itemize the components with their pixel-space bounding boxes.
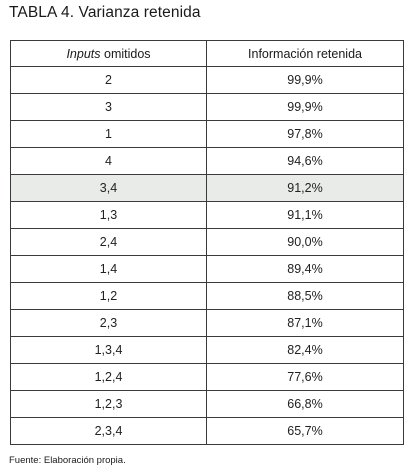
cell-information-retained: 91,1% bbox=[206, 201, 404, 229]
cell-information-retained: 97,8% bbox=[206, 120, 404, 148]
page-title: TABLA 4. Varianza retenida bbox=[9, 4, 201, 21]
table-header-row: Inputs omitidos Información retenida bbox=[10, 40, 404, 67]
cell-information-retained: 82,4% bbox=[206, 336, 404, 364]
table-row: 2 99,9% bbox=[10, 66, 404, 94]
table-row: 1,4 89,4% bbox=[10, 255, 404, 283]
table-row: 1,2,3 66,8% bbox=[10, 390, 404, 418]
cell-information-retained: 66,8% bbox=[206, 390, 404, 418]
cell-information-retained: 99,9% bbox=[206, 93, 404, 121]
cell-inputs-omitted: 4 bbox=[10, 147, 207, 175]
cell-information-retained: 99,9% bbox=[206, 66, 404, 94]
table-row: 1 97,8% bbox=[10, 120, 404, 148]
cell-inputs-omitted: 2,3,4 bbox=[10, 417, 207, 445]
table-row: 1,2 88,5% bbox=[10, 282, 404, 310]
table-row: 1,3,4 82,4% bbox=[10, 336, 404, 364]
cell-information-retained: 88,5% bbox=[206, 282, 404, 310]
cell-inputs-omitted: 1 bbox=[10, 120, 207, 148]
cell-inputs-omitted: 2,4 bbox=[10, 228, 207, 256]
table-row: 2,3 87,1% bbox=[10, 309, 404, 337]
cell-information-retained: 77,6% bbox=[206, 363, 404, 391]
source-note: Fuente: Elaboración propia. bbox=[9, 455, 126, 466]
cell-inputs-omitted: 1,3 bbox=[10, 201, 207, 229]
table-row: 1,2,4 77,6% bbox=[10, 363, 404, 391]
cell-inputs-omitted: 1,2,3 bbox=[10, 390, 207, 418]
cell-information-retained: 94,6% bbox=[206, 147, 404, 175]
cell-information-retained: 90,0% bbox=[206, 228, 404, 256]
table-row: 4 94,6% bbox=[10, 147, 404, 175]
table-row: 3 99,9% bbox=[10, 93, 404, 121]
cell-inputs-omitted: 2,3 bbox=[10, 309, 207, 337]
cell-inputs-omitted: 2 bbox=[10, 66, 207, 94]
cell-information-retained: 91,2% bbox=[206, 174, 404, 202]
cell-inputs-omitted: 1,2,4 bbox=[10, 363, 207, 391]
header-inputs-omitted: Inputs omitidos bbox=[10, 40, 207, 67]
cell-information-retained: 87,1% bbox=[206, 309, 404, 337]
cell-information-retained: 65,7% bbox=[206, 417, 404, 445]
table-row: 2,4 90,0% bbox=[10, 228, 404, 256]
table-body: 2 99,9% 3 99,9% 1 97,8% 4 94,6% 3,4 91,2% 1,3 91,1%… bbox=[10, 66, 404, 445]
variance-table: Inputs omitidos Información retenida 2 99… bbox=[10, 40, 404, 445]
cell-inputs-omitted: 1,4 bbox=[10, 255, 207, 283]
cell-inputs-omitted: 3,4 bbox=[10, 174, 207, 202]
header-inputs-italic: Inputs bbox=[66, 46, 101, 61]
cell-information-retained: 89,4% bbox=[206, 255, 404, 283]
table-row: 3,4 91,2% bbox=[10, 174, 404, 202]
table-row: 2,3,4 65,7% bbox=[10, 417, 404, 445]
cell-inputs-omitted: 1,3,4 bbox=[10, 336, 207, 364]
table-row: 1,3 91,1% bbox=[10, 201, 404, 229]
header-information-retained: Información retenida bbox=[206, 40, 404, 67]
cell-inputs-omitted: 1,2 bbox=[10, 282, 207, 310]
header-inputs-rest: omitidos bbox=[100, 46, 151, 61]
cell-inputs-omitted: 3 bbox=[10, 93, 207, 121]
